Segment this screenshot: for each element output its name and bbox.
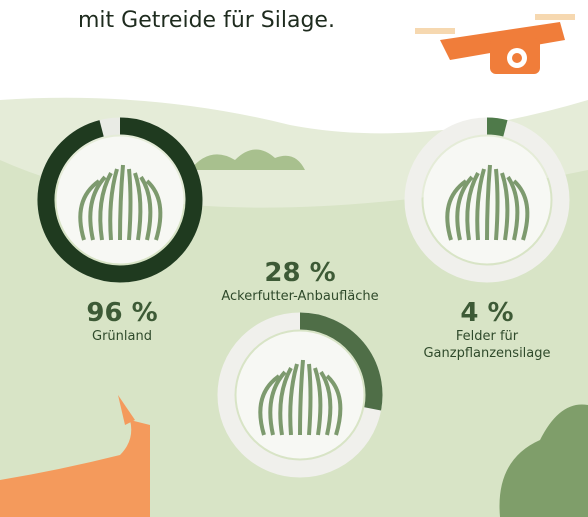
value-label: 4 % xyxy=(460,298,513,328)
infographic: mit Getreide für Silage. 96 %Grünland 28 … xyxy=(0,0,588,517)
value-label: 96 % xyxy=(86,298,157,328)
drone xyxy=(415,14,575,74)
grass xyxy=(496,169,498,240)
category-label: Felder für Ganzpflanzensilage xyxy=(423,328,550,362)
category-label: Grünland xyxy=(92,328,152,345)
category-label: Ackerfutter-Anbaufläche xyxy=(221,288,378,305)
donut-arc xyxy=(487,126,505,128)
grass xyxy=(129,169,131,240)
grass xyxy=(309,364,311,435)
value-label: 28 % xyxy=(264,258,335,288)
header-text: mit Getreide für Silage. xyxy=(78,8,335,33)
